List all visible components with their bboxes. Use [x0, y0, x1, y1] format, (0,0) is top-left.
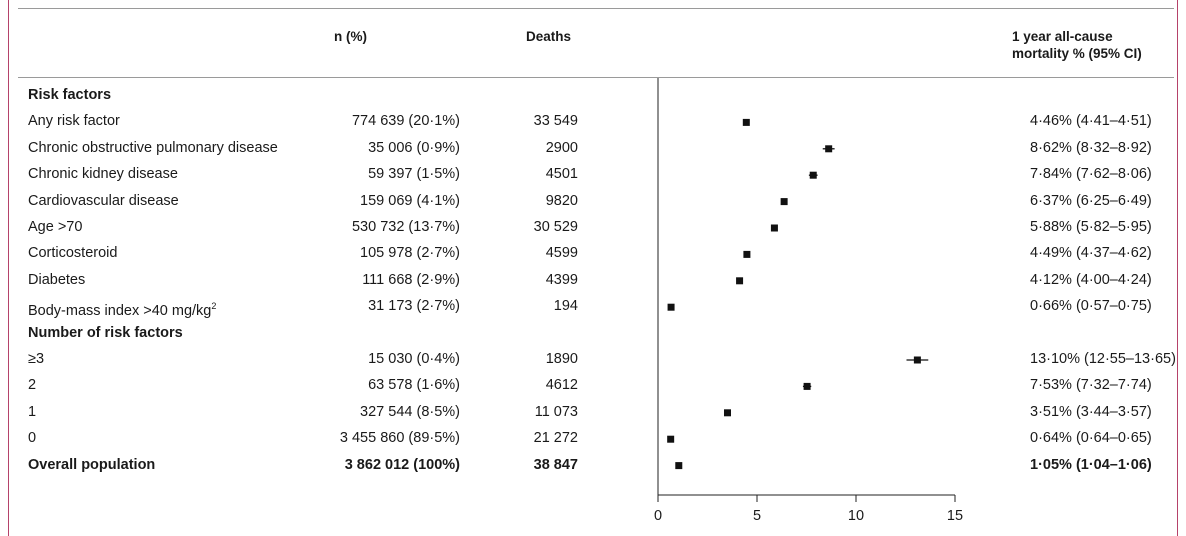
section-heading: Number of risk factors [28, 324, 183, 341]
row-n-pct: 3 455 860 (89·5%) [339, 430, 460, 447]
point-estimate [803, 382, 811, 390]
header-mortality-line2: mortality % (95% CI) [1012, 46, 1142, 61]
row-label: Age >70 [28, 219, 83, 235]
row-n-pct: 327 544 (8·5%) [360, 403, 460, 420]
header-n-pct: n (%) [334, 29, 367, 44]
row-n-pct: 105 978 (2·7%) [360, 245, 460, 262]
row-n-pct: 530 732 (13·7%) [351, 219, 460, 235]
row-deaths: 11 073 [534, 403, 578, 420]
header-rule [18, 77, 1174, 78]
row-ci-text: 4·12% (4·00–4·24) [1030, 271, 1152, 288]
row-label: Overall population [28, 456, 156, 473]
point-estimate [667, 435, 675, 443]
row-label: 0 [28, 430, 37, 447]
x-tick-label: 5 [753, 508, 761, 524]
row-label: 2 [28, 377, 37, 394]
row-deaths: 4501 [545, 166, 578, 183]
point-estimate [809, 171, 817, 179]
row-ci-text: 4·49% (4·37–4·62) [1030, 245, 1152, 262]
header-mortality-line1: 1 year all-cause [1012, 29, 1113, 44]
x-tick-label: 0 [654, 508, 662, 524]
point-estimate [743, 250, 751, 258]
x-tick-label: 10 [848, 508, 864, 524]
row-ci-text: 7·84% (7·62–8·06) [1030, 166, 1152, 183]
row-label: Any risk factor [28, 113, 120, 130]
row-label: Diabetes [28, 271, 86, 288]
row-deaths: 4599 [545, 245, 578, 262]
point-estimate [675, 462, 683, 470]
row-deaths: 194 [553, 298, 578, 315]
row-ci-text: 0·64% (0·64–0·65) [1030, 430, 1152, 447]
point-estimate [742, 118, 750, 126]
row-ci-text: 3·51% (3·44–3·57) [1030, 403, 1152, 420]
row-ci-text: 13·10% (12·55–13·65) [1030, 351, 1176, 367]
point-estimate [825, 145, 833, 153]
superscript: 2 [211, 301, 217, 312]
row-deaths: 2900 [545, 139, 578, 156]
row-deaths: 33 549 [533, 113, 578, 130]
row-n-pct: 774 639 (20·1%) [351, 113, 460, 130]
row-deaths: 9820 [545, 192, 578, 209]
point-estimate [723, 409, 731, 417]
row-n-pct: 31 173 (2·7%) [368, 298, 460, 315]
row-label: Chronic kidney disease [28, 166, 178, 183]
point-estimate [913, 356, 921, 364]
point-estimate [667, 303, 675, 311]
row-ci-text: 1·05% (1·04–1·06) [1030, 456, 1152, 473]
row-n-pct: 59 397 (1·5%) [368, 166, 460, 183]
point-estimate [770, 224, 778, 232]
row-ci-text: 5·88% (5·82–5·95) [1030, 219, 1152, 235]
row-label: Body-mass index >40 mg/kg2 [28, 301, 217, 320]
point-estimate [780, 198, 788, 206]
row-ci-text: 4·46% (4·41–4·51) [1030, 113, 1152, 130]
row-deaths: 38 847 [533, 456, 578, 473]
row-n-pct: 159 069 (4·1%) [360, 192, 460, 209]
row-n-pct: 63 578 (1·6%) [368, 377, 460, 394]
row-deaths: 4399 [545, 271, 578, 288]
row-label: Corticosteroid [28, 245, 118, 262]
row-ci-text: 8·62% (8·32–8·92) [1030, 139, 1152, 156]
row-deaths: 1890 [545, 351, 578, 367]
row-label: Chronic obstructive pulmonary disease [28, 139, 278, 156]
row-n-pct: 3 862 012 (100%) [344, 456, 460, 473]
row-deaths: 4612 [545, 377, 578, 394]
row-label: 1 [28, 403, 37, 420]
row-n-pct: 111 668 (2·9%) [362, 271, 460, 288]
row-ci-text: 6·37% (6·25–6·49) [1030, 192, 1152, 209]
row-n-pct: 35 006 (0·9%) [368, 139, 460, 156]
row-label: Cardiovascular disease [28, 192, 179, 209]
header-deaths: Deaths [526, 29, 572, 44]
row-n-pct: 15 030 (0·4%) [368, 351, 460, 367]
figure-frame [8, 0, 1178, 536]
x-tick-label: 15 [947, 508, 963, 524]
row-ci-text: 0·66% (0·57–0·75) [1030, 298, 1152, 315]
row-deaths: 21 272 [533, 430, 578, 447]
row-deaths: 30 529 [533, 219, 578, 235]
top-rule [18, 8, 1174, 9]
section-heading: Risk factors [28, 87, 112, 103]
row-label: ≥3 [28, 351, 45, 367]
point-estimate [736, 277, 744, 285]
row-ci-text: 7·53% (7·32–7·74) [1030, 377, 1152, 394]
